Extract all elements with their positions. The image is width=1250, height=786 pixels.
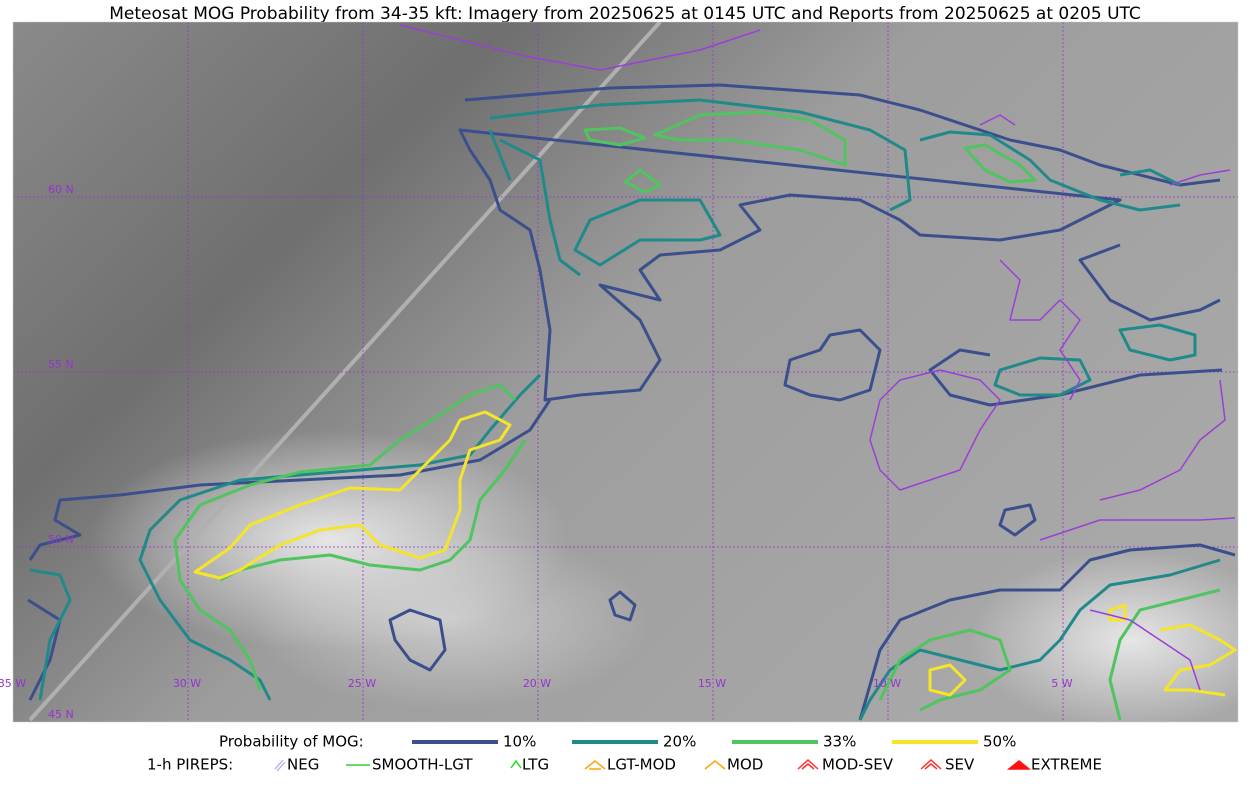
- cloud: [250, 530, 650, 710]
- cloud: [970, 550, 1238, 722]
- legend-label: MOD: [727, 756, 763, 774]
- contours: [27, 24, 1237, 721]
- lon-label: 10 W: [873, 677, 901, 690]
- pirep-symbol: [510, 759, 522, 769]
- lon-label: 30 W: [173, 677, 201, 690]
- lat-label: 45 N: [48, 708, 74, 721]
- map-frame: [12, 21, 1239, 723]
- legend-label: MOD-SEV: [822, 756, 894, 774]
- legend-label: 20%: [663, 733, 696, 751]
- legend-label: 50%: [983, 733, 1016, 751]
- lon-label: 35 W: [0, 677, 26, 690]
- legend-label: NEG: [287, 756, 319, 774]
- map: [13, 22, 1238, 722]
- legend: Probability of MOG: 10% 20% 33% 50% 1-h PIREP…: [147, 733, 1102, 774]
- pirep-symbol: [920, 758, 942, 770]
- legend-label: 10%: [503, 733, 536, 751]
- legend-label: EXTREME: [1031, 756, 1102, 774]
- lon-label: 15 W: [698, 677, 726, 690]
- legend-label: LTG: [522, 756, 549, 774]
- legend-label: 33%: [823, 733, 856, 751]
- pirep-symbol: [584, 760, 606, 770]
- lat-label: 60 N: [48, 183, 74, 196]
- title: Meteosat MOG Probability from 34-35 kft:…: [109, 4, 1141, 24]
- legend-label: SMOOTH-LGT: [372, 756, 473, 774]
- legend-label: LGT-MOD: [607, 756, 676, 774]
- legend-title: 1-h PIREPS:: [147, 756, 233, 774]
- lat-label: 55 N: [48, 358, 74, 371]
- lon-label: 20 W: [523, 677, 551, 690]
- legend-title: Probability of MOG:: [219, 733, 364, 751]
- pirep-symbol: [704, 760, 726, 770]
- pirep-symbol: [1006, 760, 1032, 770]
- lon-label: 25 W: [348, 677, 376, 690]
- coastline: [399, 24, 1236, 691]
- lon-label: 5 W: [1051, 677, 1072, 690]
- pirep-symbol: [274, 759, 286, 772]
- pirep-symbol: [797, 758, 819, 770]
- lat-label: 50 N: [48, 533, 74, 546]
- swath-edge: [28, 22, 662, 722]
- legend-label: SEV: [945, 756, 975, 774]
